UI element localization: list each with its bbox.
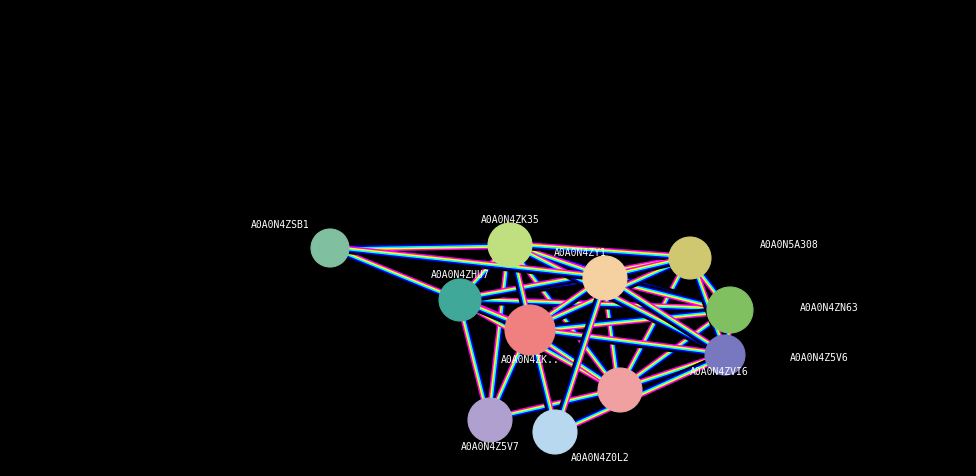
Circle shape xyxy=(598,368,642,412)
Circle shape xyxy=(488,223,532,267)
Text: A0A0N4ZVI6: A0A0N4ZVI6 xyxy=(690,367,749,377)
Text: A0A0N4ZSB1: A0A0N4ZSB1 xyxy=(251,220,309,230)
Circle shape xyxy=(468,398,512,442)
Text: A0A0N4ZK35: A0A0N4ZK35 xyxy=(480,215,540,225)
Text: A0A0N4ZHU7: A0A0N4ZHU7 xyxy=(430,270,489,280)
Text: A0A0N4ZK..: A0A0N4ZK.. xyxy=(501,355,559,365)
Circle shape xyxy=(311,229,349,267)
Text: A0A0N4ZN63: A0A0N4ZN63 xyxy=(800,303,859,313)
Circle shape xyxy=(707,287,753,333)
Circle shape xyxy=(705,335,745,375)
Text: A0A0N4Z5V7: A0A0N4Z5V7 xyxy=(461,442,519,452)
Text: A0A0N4ZY1: A0A0N4ZY1 xyxy=(553,248,606,258)
Circle shape xyxy=(669,237,711,279)
Text: A0A0N4Z0L2: A0A0N4Z0L2 xyxy=(571,453,630,463)
Text: A0A0N4Z5V6: A0A0N4Z5V6 xyxy=(790,353,849,363)
Circle shape xyxy=(505,305,555,355)
Circle shape xyxy=(533,410,577,454)
Circle shape xyxy=(439,279,481,321)
Circle shape xyxy=(583,256,627,300)
Text: A0A0N5A308: A0A0N5A308 xyxy=(760,240,819,250)
